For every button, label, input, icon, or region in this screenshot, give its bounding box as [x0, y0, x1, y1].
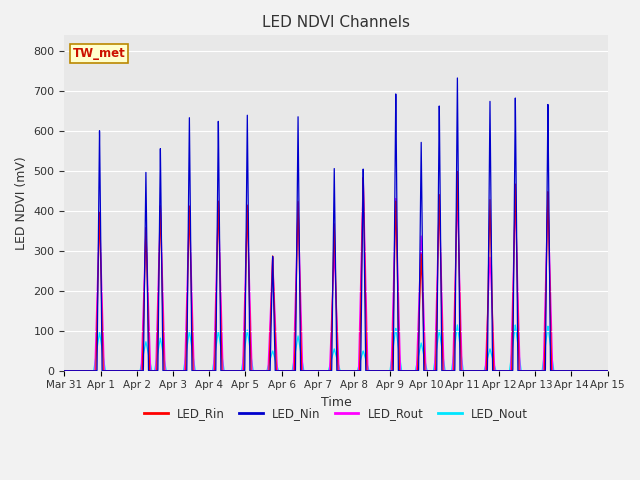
Title: LED NDVI Channels: LED NDVI Channels [262, 15, 410, 30]
Legend: LED_Rin, LED_Nin, LED_Rout, LED_Nout: LED_Rin, LED_Nin, LED_Rout, LED_Nout [140, 403, 532, 425]
X-axis label: Time: Time [321, 396, 351, 409]
Text: TW_met: TW_met [72, 47, 125, 60]
Y-axis label: LED NDVI (mV): LED NDVI (mV) [15, 156, 28, 250]
